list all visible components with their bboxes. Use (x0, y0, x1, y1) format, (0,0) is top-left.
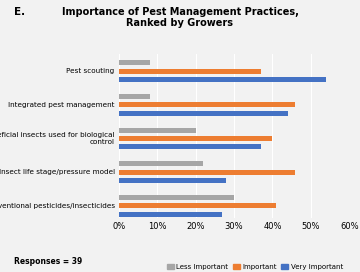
Bar (119, 161, 203, 166)
Text: Importance of Pest Management Practices,
Ranked by Growers: Importance of Pest Management Practices,… (62, 7, 298, 28)
Bar (119, 178, 226, 183)
Bar (119, 69, 261, 74)
Bar (119, 94, 149, 99)
Bar (119, 102, 296, 107)
Legend: Less Important, Important, Very Important: Less Important, Important, Very Importan… (164, 261, 346, 272)
Bar (119, 60, 149, 66)
Bar (119, 136, 273, 141)
Bar (119, 170, 296, 175)
Text: E.: E. (14, 7, 26, 17)
Bar (119, 195, 234, 200)
Text: Responses = 39: Responses = 39 (14, 257, 83, 266)
Bar (119, 144, 261, 149)
Bar (119, 212, 222, 217)
Bar (119, 111, 288, 116)
Bar (119, 128, 195, 133)
Bar (119, 77, 326, 82)
Bar (119, 203, 276, 208)
